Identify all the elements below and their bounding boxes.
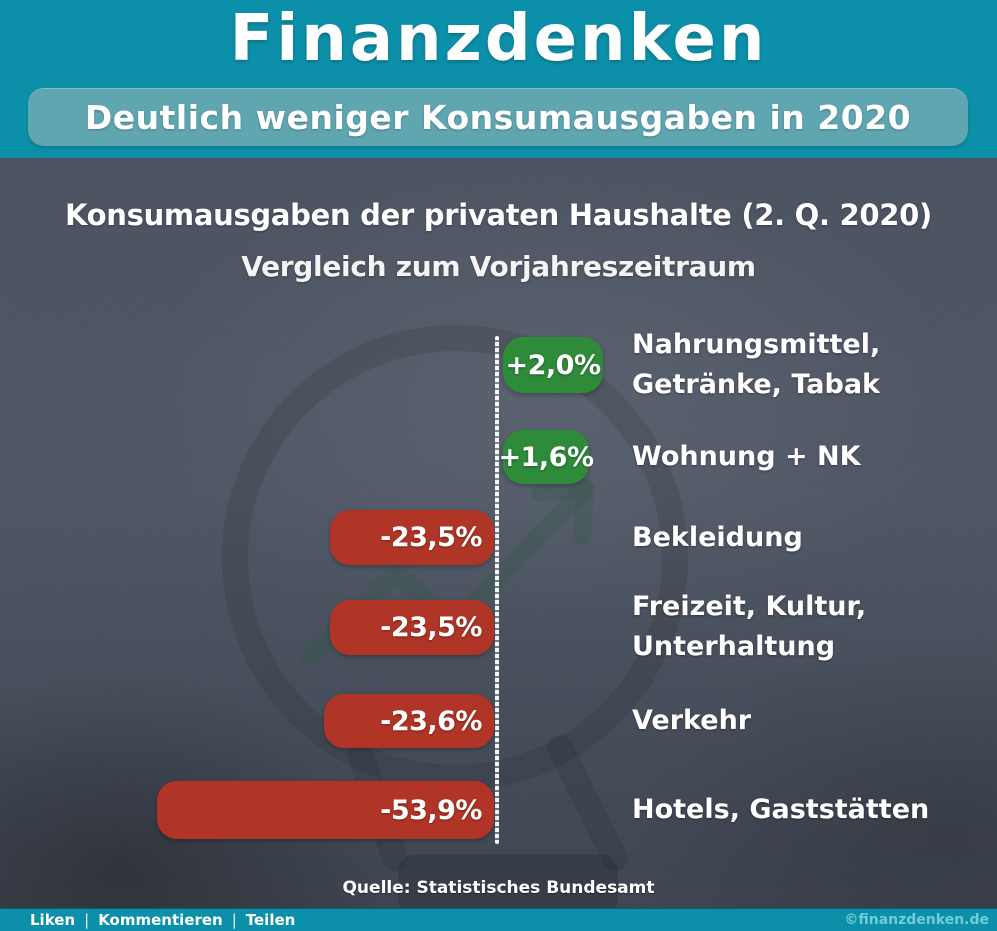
bar-freizeit: -23,5% [330, 600, 494, 655]
chart-title: Konsumausgaben der privaten Haushalte (2… [64, 198, 932, 232]
footer-separator: | [231, 911, 237, 929]
footer-separator: | [84, 911, 90, 929]
copyright-link[interactable]: ©finanzdenken.de [844, 912, 989, 928]
chart-area: +2,0% Nahrungsmittel, Getränke, Tabak +1,… [0, 158, 997, 908]
bar-hotels: -53,9% [157, 781, 494, 839]
bar-label-bekleidung: Bekleidung [632, 522, 803, 553]
bar-value: -23,5% [380, 612, 482, 643]
headline-text: Deutlich weniger Konsumausgaben in 2020 [84, 97, 912, 137]
chalkboard: Konsumausgaben der privaten Haushalte (2… [0, 158, 997, 908]
zero-axis-line [495, 336, 499, 844]
bar-value: -53,9% [380, 794, 482, 826]
header: Finanzdenken Deutlich weniger Konsumausg… [0, 0, 997, 158]
brand-title: Finanzdenken [229, 2, 768, 76]
bar-value: +2,0% [505, 349, 601, 381]
bar-label-freizeit: Freizeit, Kultur, Unterhaltung [632, 591, 867, 662]
bar-verkehr: -23,6% [324, 694, 494, 748]
footer-action-kommentieren[interactable]: Kommentieren [98, 911, 223, 929]
footer-actions: Liken | Kommentieren | Teilen [0, 911, 295, 929]
source-caption: Quelle: Statistisches Bundesamt [342, 878, 655, 898]
footer-action-teilen[interactable]: Teilen [245, 911, 296, 929]
bar-value: -23,5% [380, 522, 482, 553]
bar-bekleidung: -23,5% [330, 510, 494, 565]
bar-wohnung: +1,6% [499, 430, 594, 484]
headline-banner: Deutlich weniger Konsumausgaben in 2020 [28, 88, 968, 146]
footer-bar: Liken | Kommentieren | Teilen ©finanzdenken.… [0, 908, 997, 931]
bar-value: +1,6% [498, 441, 595, 473]
bar-label-wohnung: Wohnung + NK [632, 441, 861, 472]
bar-value: -23,6% [380, 705, 482, 737]
chart-subtitle: Vergleich zum Vorjahreszeitraum [241, 250, 756, 283]
footer-action-liken[interactable]: Liken [30, 911, 76, 929]
bar-nahrungsmittel: +2,0% [503, 337, 603, 393]
bar-label-nahrungsmittel: Nahrungsmittel, Getränke, Tabak [632, 329, 881, 400]
bar-label-verkehr: Verkehr [632, 705, 752, 736]
bar-label-hotels: Hotels, Gaststätten [632, 794, 930, 825]
